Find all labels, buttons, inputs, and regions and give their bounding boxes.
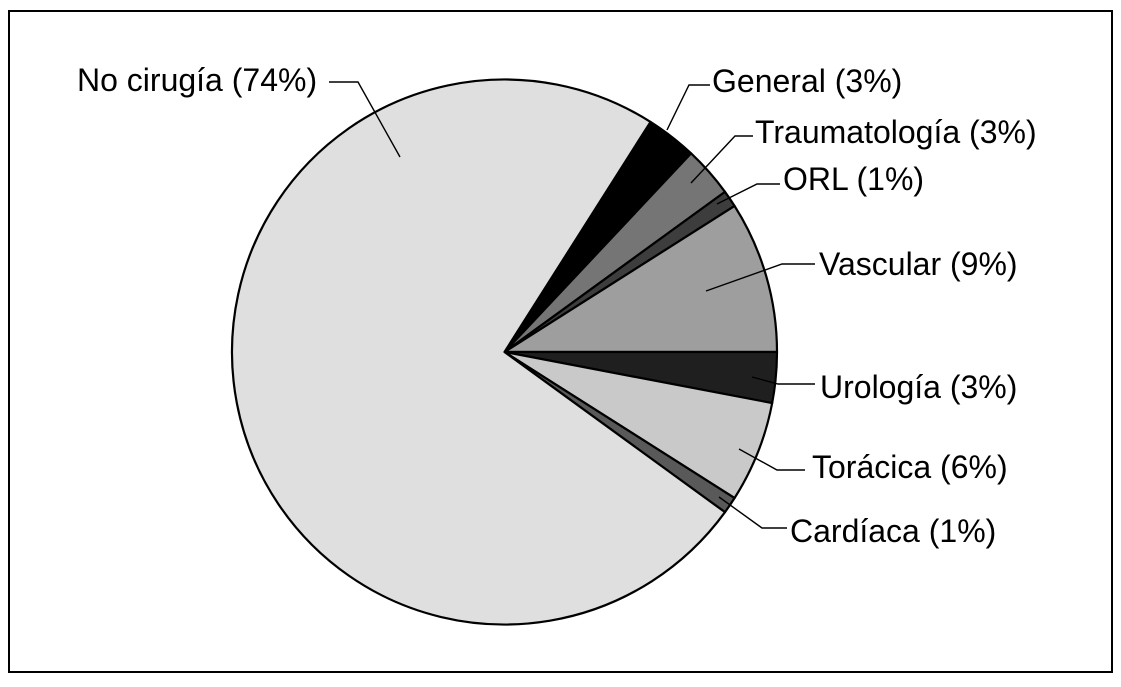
pie-slice-no-cirugia xyxy=(230,78,727,626)
leader-line-traumatologia xyxy=(690,135,753,184)
leader-line-cardiaca xyxy=(718,496,787,529)
slice-label-toracica: Torácica (6%) xyxy=(812,449,1008,485)
slice-label-general: General (3%) xyxy=(712,63,902,99)
leader-line-toracica xyxy=(738,448,805,471)
slice-label-cardiaca: Cardíaca (1%) xyxy=(790,513,996,549)
slice-label-traumatologia: Traumatología (3%) xyxy=(755,114,1037,150)
leader-line-orl xyxy=(716,183,780,205)
slice-label-no-cirugia: No cirugía (74%) xyxy=(77,62,317,98)
leader-lines xyxy=(329,81,815,529)
leader-line-urologia xyxy=(751,376,815,385)
leader-line-general xyxy=(666,84,710,131)
pie-wedges xyxy=(230,78,779,626)
pie-slice-vascular xyxy=(503,204,779,354)
slice-label-vascular: Vascular (9%) xyxy=(819,246,1018,282)
leader-line-no-cirugia xyxy=(329,81,401,158)
slice-label-orl: ORL (1%) xyxy=(783,161,924,197)
slice-labels: No cirugía (74%) General (3%) Traumatolo… xyxy=(77,62,1037,549)
slice-label-urologia: Urología (3%) xyxy=(820,369,1017,405)
leader-line-vascular xyxy=(705,263,815,292)
